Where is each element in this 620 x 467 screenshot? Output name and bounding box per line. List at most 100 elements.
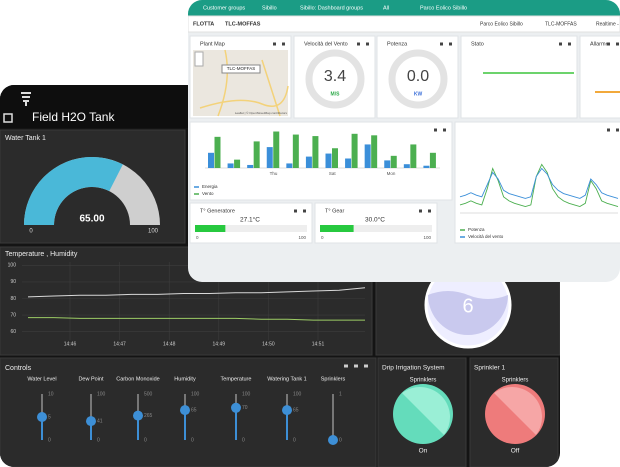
slider-knob[interactable]: [133, 410, 143, 421]
front-dashboard: Customer groups Sibillo Sibillo: Dashboard…: [188, 0, 620, 282]
temp-track: [320, 225, 432, 232]
x-tick-label: Thu: [270, 171, 278, 176]
slider-max: 100: [293, 391, 302, 397]
panel-title: Temperature , Humidity: [5, 251, 78, 258]
widget-title: Velocità del Vento: [304, 41, 348, 47]
slider-label: Temperature: [221, 376, 252, 382]
temp-max: 100: [298, 235, 306, 240]
toolbar-item: Realtime - ul: [596, 21, 620, 27]
slider-knob[interactable]: [180, 405, 190, 416]
slider-knob[interactable]: [231, 402, 241, 413]
bar: [325, 153, 332, 168]
slider-min: 0: [97, 437, 100, 443]
slider-min: 0: [242, 437, 245, 443]
slider-knob[interactable]: [86, 416, 96, 427]
breadcrumb-item[interactable]: Parco Eolico Sibillo: [420, 5, 467, 11]
panel-title: Water Tank 1: [5, 135, 46, 142]
gauge-value: [24, 157, 123, 225]
y-tick-label: 70: [10, 312, 16, 318]
x-tick-label: 14:51: [312, 341, 325, 347]
marker-box: [221, 64, 261, 74]
widget-title: Plant Map: [200, 41, 225, 47]
widget: [189, 202, 313, 244]
slider-min: 0: [293, 437, 296, 443]
slider-value: 65: [191, 407, 197, 413]
gauge-value-label: 65.00: [79, 214, 104, 225]
temp-min: 0: [196, 235, 199, 240]
y-tick-label: 60: [10, 329, 16, 335]
slider-min: 0: [144, 437, 147, 443]
widget: [189, 121, 453, 201]
temp-min: 0: [321, 235, 324, 240]
gauge-max: 100: [148, 229, 159, 235]
breadcrumb-item[interactable]: Sibillo: [262, 5, 277, 11]
x-tick-label: Mon: [387, 171, 396, 176]
top-bar: [188, 0, 620, 16]
slider-label: Sprinklers: [321, 376, 346, 382]
breadcrumb-item[interactable]: Customer groups: [203, 5, 245, 11]
menu-icon[interactable]: [3, 113, 13, 123]
road: [199, 49, 289, 117]
widget-title: Potenza: [387, 41, 408, 47]
x-tick-label: 14:46: [64, 341, 77, 347]
zoom[interactable]: [194, 51, 204, 67]
y-tick-label: 100: [8, 263, 17, 269]
dial-unit: KW: [414, 91, 423, 97]
bar: [234, 159, 241, 168]
widget: [579, 35, 620, 119]
slider-knob[interactable]: [328, 435, 338, 445]
bar: [273, 131, 280, 168]
legend-label: Potenza: [468, 227, 485, 232]
y-tick-label: 80: [10, 296, 16, 302]
bar: [305, 156, 312, 168]
line-series: [459, 167, 619, 199]
slider-max: 100: [242, 391, 251, 397]
dial: [305, 49, 365, 109]
line-series: [27, 287, 366, 298]
temp-bar: [320, 225, 354, 232]
slider-max: 100: [97, 391, 106, 397]
tank-level: 6: [462, 295, 473, 317]
panel-title: Sprinkler 1: [474, 365, 505, 372]
legend-label: Vento: [202, 191, 214, 196]
slider-max: 10: [48, 391, 54, 397]
bar: [429, 152, 436, 168]
bar: [253, 141, 260, 168]
temp-value: 27.1°C: [240, 216, 260, 224]
x-tick-label: 14:49: [213, 341, 226, 347]
widget-title: T° Generatore: [200, 208, 235, 214]
tank-water: [428, 291, 508, 335]
bar: [227, 163, 234, 168]
switch-state: Off: [511, 448, 520, 455]
toolbar-item: TLC-MOFFAS: [545, 21, 577, 27]
x-tick-label: 14:50: [262, 341, 275, 347]
line-series: [28, 317, 365, 321]
slider-min: 0: [191, 437, 194, 443]
legend-label: Energia: [202, 184, 218, 189]
toolbar-item: Parco Eolico Sibillo: [480, 21, 523, 27]
breadcrumb-item[interactable]: Sibillo: Dashboard groups: [300, 5, 363, 11]
slider-knob[interactable]: [282, 405, 292, 416]
bar: [292, 134, 299, 168]
legend-label: Velocità del vento: [468, 234, 504, 239]
dial-value: 0.0: [407, 68, 429, 85]
temp-max: 100: [423, 235, 431, 240]
bar: [214, 136, 221, 168]
bar: [423, 165, 430, 168]
bar: [332, 148, 338, 168]
widget-title: Stato: [471, 41, 484, 47]
bar: [351, 133, 358, 168]
switch-state: On: [419, 448, 428, 455]
toolbar-item: FLOTTA: [193, 21, 214, 27]
slider-knob[interactable]: [37, 412, 47, 422]
bar: [384, 160, 391, 168]
x-tick-label: 14:47: [113, 341, 126, 347]
logo: [21, 92, 31, 106]
breadcrumb-item[interactable]: All: [383, 5, 389, 11]
map-attribution: Leaflet | © OpenStreetMap contributors: [235, 111, 288, 115]
gauge-min: 0: [29, 229, 33, 235]
slider-value: 65: [293, 407, 299, 413]
dial: [388, 49, 448, 109]
bar: [345, 158, 352, 168]
